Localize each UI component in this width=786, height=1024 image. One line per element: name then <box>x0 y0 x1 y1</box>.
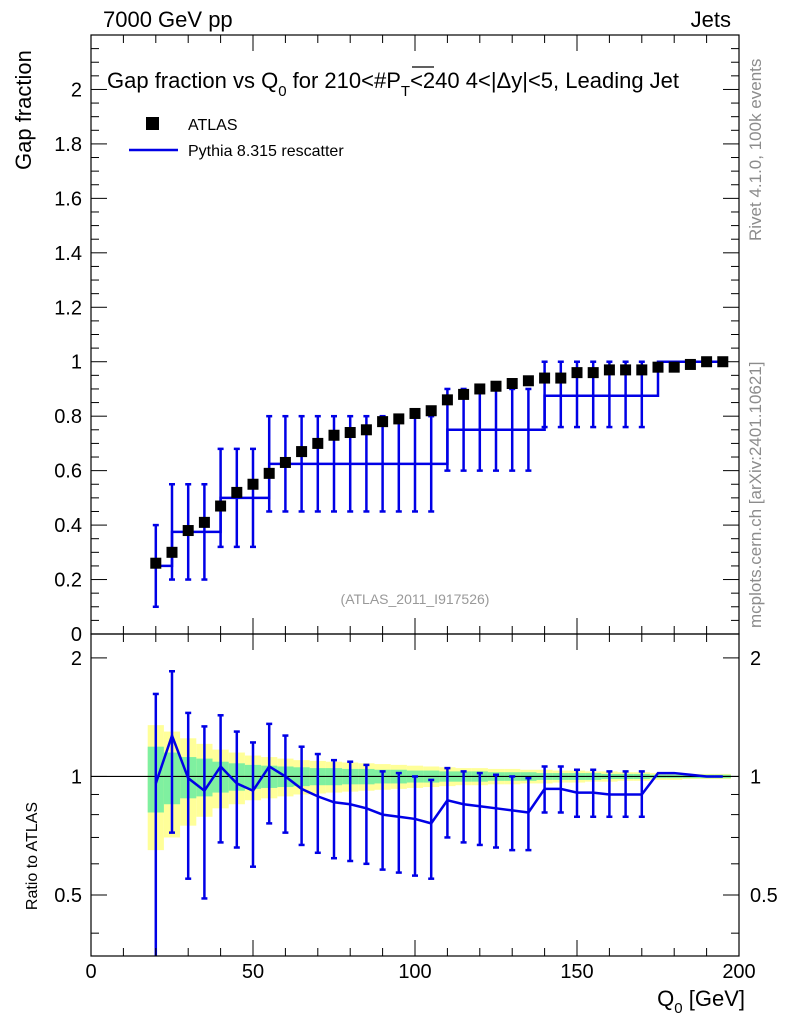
ratio-y-tick-label-left: 2 <box>71 648 82 670</box>
ratio-y-tick-label-left: 0.5 <box>54 885 82 907</box>
main-y-tick-label: 0.8 <box>54 406 82 428</box>
ratio-y-tick-label-right: 2 <box>750 648 761 670</box>
ratio-mc-line <box>154 731 723 825</box>
atlas-data-point <box>490 380 502 392</box>
atlas-data-points <box>150 356 729 569</box>
beam-label: 7000 GeV pp <box>103 7 233 32</box>
ratio-error-bars <box>152 669 645 956</box>
atlas-data-point <box>328 429 340 441</box>
x-tick-label: 150 <box>560 961 593 983</box>
atlas-data-point <box>474 383 486 395</box>
ratio-y-axis-label: Ratio to ATLAS <box>24 802 41 910</box>
main-y-tick-label: 1.8 <box>54 134 82 156</box>
legend-atlas-marker <box>146 117 159 130</box>
atlas-data-point <box>263 467 275 479</box>
atlas-data-point <box>279 456 291 468</box>
atlas-data-point <box>522 375 534 387</box>
main-y-tick-label: 0 <box>71 624 82 646</box>
atlas-data-point <box>198 516 210 528</box>
main-y-axis-label: Gap fraction <box>11 50 36 170</box>
process-label: Jets <box>691 7 731 32</box>
main-y-tick-labels: 0 0.2 0.4 0.6 0.8 1 1.2 1.4 1.6 1.8 2 <box>54 79 82 646</box>
x-tick-label: 200 <box>722 961 755 983</box>
main-y-tick-label: 1.6 <box>54 188 82 210</box>
mc-histogram-line <box>155 360 723 568</box>
atlas-data-point <box>571 367 583 379</box>
atlas-data-point <box>344 427 356 439</box>
main-panel: 0 0.2 0.4 0.6 0.8 1 1.2 1.4 1.6 1.8 2 Gap fraction… <box>11 34 740 646</box>
mcplots-label: mcplots.cern.ch [arXiv:2401.10621] <box>746 362 765 628</box>
atlas-data-point <box>231 486 243 498</box>
atlas-data-point <box>296 446 308 458</box>
atlas-data-point <box>684 358 696 370</box>
ratio-y-tick-label-right: 0.5 <box>750 885 778 907</box>
atlas-data-point <box>166 546 178 558</box>
x-tick-labels: 0 50 100 150 200 <box>85 961 755 983</box>
x-tick-label: 100 <box>398 961 431 983</box>
legend-atlas-label: ATLAS <box>188 117 238 134</box>
atlas-data-point <box>247 478 259 490</box>
ratio-y-tick-label-right: 1 <box>750 766 761 788</box>
atlas-data-point <box>377 416 389 428</box>
x-tick-label: 0 <box>85 961 96 983</box>
ratio-uncertainty-bands <box>147 725 731 851</box>
atlas-data-point <box>441 394 453 406</box>
atlas-data-point <box>652 361 664 373</box>
ratio-y-tick-labels: 0.5 0.5 1 1 2 2 <box>54 648 778 907</box>
atlas-data-point <box>425 405 437 417</box>
rivet-version-label: Rivet 4.1.0, 100k events <box>746 59 765 241</box>
atlas-data-point <box>312 437 324 449</box>
main-y-tick-label: 1.2 <box>54 297 82 319</box>
atlas-data-point <box>458 388 470 400</box>
x-axis-label: Q0 [GeV] <box>657 986 745 1017</box>
analysis-tag: (ATLAS_2011_I917526) <box>341 591 490 607</box>
atlas-data-point <box>701 356 713 368</box>
atlas-data-point <box>150 557 162 569</box>
atlas-data-point <box>587 367 599 379</box>
atlas-data-point <box>668 361 680 373</box>
main-axis-ticks <box>90 34 740 635</box>
atlas-data-point <box>182 525 194 537</box>
legend-mc-label: Pythia 8.315 rescatter <box>188 143 344 160</box>
ratio-axis-ticks <box>90 634 740 956</box>
atlas-data-point <box>620 364 632 376</box>
atlas-data-point <box>360 424 372 436</box>
atlas-data-point <box>506 378 518 390</box>
main-y-tick-label: 1.4 <box>54 243 82 265</box>
plot-title: Gap fraction vs Q0 for 210<#PT<240 4<|Δy… <box>107 68 679 100</box>
ratio-y-tick-label-left: 1 <box>71 766 82 788</box>
atlas-data-point <box>539 372 551 384</box>
mc-error-bars <box>152 360 645 609</box>
x-tick-label: 50 <box>242 961 264 983</box>
atlas-data-point <box>409 407 421 419</box>
atlas-data-point <box>215 500 227 512</box>
main-y-tick-label: 2 <box>71 79 82 101</box>
main-y-tick-label: 0.4 <box>54 515 82 537</box>
main-y-tick-label: 1 <box>71 352 82 374</box>
atlas-data-point <box>555 372 567 384</box>
main-y-tick-label: 0.6 <box>54 461 82 483</box>
atlas-data-point <box>603 364 615 376</box>
ratio-panel: 0.5 0.5 1 1 2 2 0 50 100 150 200 Ratio to ATLAS Q… <box>24 633 778 1017</box>
atlas-data-point <box>636 364 648 376</box>
atlas-data-point <box>717 356 729 368</box>
main-y-tick-label: 0.2 <box>54 570 82 592</box>
atlas-data-point <box>393 413 405 425</box>
